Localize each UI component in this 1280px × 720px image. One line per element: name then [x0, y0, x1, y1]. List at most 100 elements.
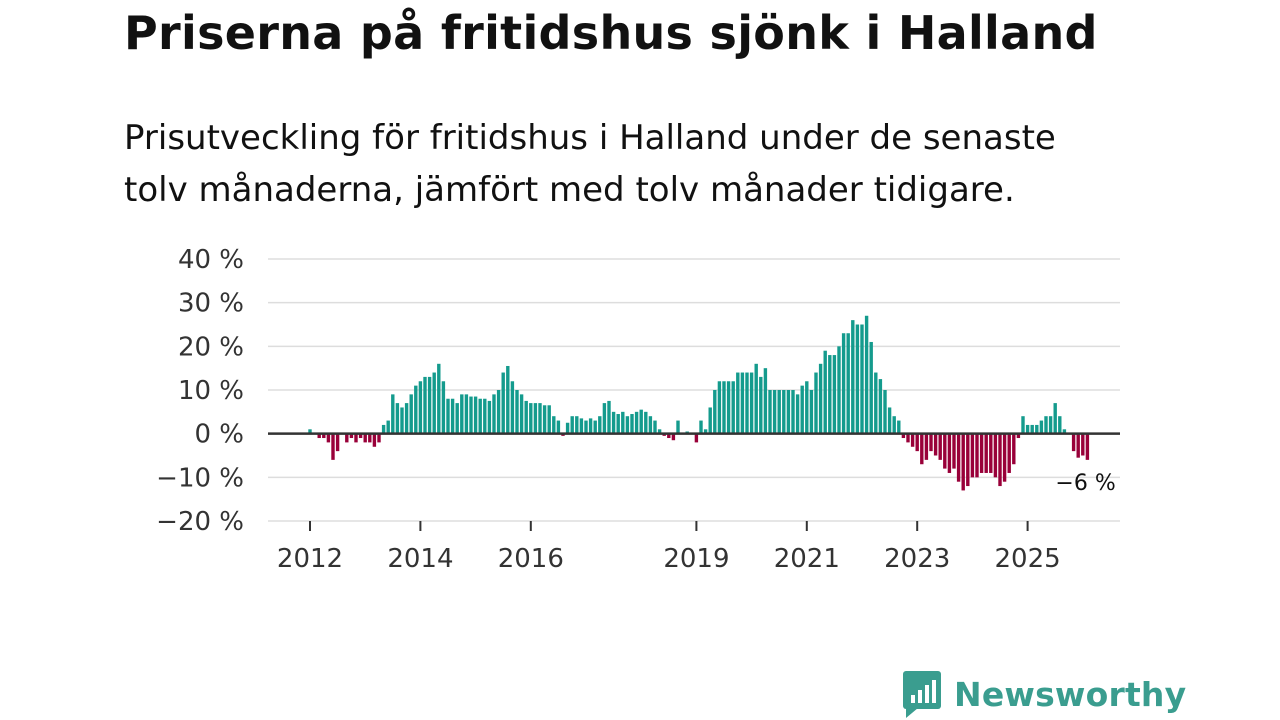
- bar: [805, 381, 809, 434]
- bar: [496, 390, 501, 434]
- y-tick-label: 30 %: [178, 289, 244, 319]
- bar: [846, 333, 850, 434]
- bar: [795, 394, 800, 434]
- bar: [565, 422, 570, 434]
- bar: [966, 433, 970, 487]
- y-tick-label: 0 %: [194, 420, 244, 450]
- bar: [754, 363, 758, 434]
- bar: [542, 405, 547, 434]
- brand-name: Newsworthy: [954, 674, 1187, 714]
- bar: [391, 394, 395, 434]
- bar: [1081, 433, 1085, 456]
- bar: [1035, 424, 1039, 434]
- bar: [317, 433, 321, 439]
- bar: [759, 376, 763, 434]
- bar: [478, 398, 482, 434]
- bar: [1025, 424, 1030, 434]
- bar: [818, 363, 823, 434]
- bar: [768, 390, 772, 434]
- bar: [694, 433, 699, 443]
- bar: [575, 416, 579, 434]
- bar: [611, 411, 616, 434]
- bar: [414, 385, 418, 434]
- bar: [501, 372, 505, 434]
- bar: [851, 320, 855, 434]
- bar: [1044, 416, 1048, 434]
- bar: [510, 381, 515, 434]
- chart-subtitle: Prisutveckling för fritidshus i Halland …: [124, 112, 1124, 216]
- bar: [956, 433, 961, 482]
- bar: [869, 341, 873, 434]
- subtitle-line-2: tolv månaderna, jämfört med tolv månader…: [124, 170, 1015, 210]
- bar: [437, 363, 441, 434]
- bar: [910, 433, 915, 447]
- bar: [473, 396, 478, 434]
- bar: [345, 433, 349, 443]
- bar: [1053, 403, 1057, 434]
- bar: [579, 418, 584, 434]
- bar: [924, 433, 929, 460]
- bar: [713, 390, 717, 434]
- bar: [460, 394, 464, 434]
- bar: [602, 403, 607, 434]
- bar: [874, 372, 878, 434]
- bar: [989, 433, 993, 473]
- x-tick-label: 2016: [498, 544, 564, 574]
- bar: [395, 403, 400, 434]
- bar: [929, 433, 933, 452]
- bar: [322, 433, 326, 439]
- bar: [368, 433, 372, 443]
- bar: [432, 372, 436, 434]
- bar: [906, 433, 910, 443]
- bar: [1085, 433, 1090, 460]
- bar: [552, 416, 556, 434]
- bar: [979, 433, 984, 473]
- bar: [418, 381, 423, 434]
- bar: [1076, 433, 1080, 458]
- bar: [786, 390, 791, 434]
- chart-title: Priserna på fritidshus sjönk i Halland: [124, 6, 1098, 60]
- bar: [800, 385, 804, 434]
- bar: [648, 416, 653, 434]
- bar: [386, 420, 390, 434]
- bar: [782, 390, 786, 434]
- bar: [901, 433, 906, 439]
- bar: [547, 405, 551, 434]
- bar: [883, 390, 887, 434]
- bar: [326, 433, 331, 443]
- bar: [1021, 416, 1025, 434]
- bar: [377, 433, 381, 443]
- bar: [423, 376, 427, 434]
- bar-chart-icon: [903, 671, 941, 718]
- bar: [519, 394, 524, 434]
- bar: [1016, 433, 1021, 439]
- bar: [1062, 429, 1067, 434]
- bar: [506, 365, 510, 434]
- bar: [823, 350, 827, 434]
- bar: [993, 433, 998, 478]
- labels: 40 % 30 % 20 % 10 % 0 % −10 % −20 % 2012 2014 201…: [156, 245, 1116, 574]
- bar: [708, 407, 712, 434]
- bar: [593, 420, 597, 434]
- bar: [653, 420, 657, 434]
- bar: [667, 433, 671, 439]
- bar: [1048, 416, 1053, 434]
- x-tick-label: 2012: [277, 544, 343, 574]
- bar: [731, 381, 735, 434]
- bar: [726, 381, 731, 434]
- bar: [598, 416, 602, 434]
- bar: [349, 433, 354, 439]
- bar: [763, 368, 768, 434]
- bar: [529, 403, 533, 434]
- bar: [335, 433, 340, 452]
- x-tick-label: 2021: [774, 544, 840, 574]
- bar: [961, 433, 965, 491]
- bar: [897, 420, 901, 434]
- bar: [1030, 424, 1034, 434]
- bar: [1058, 416, 1062, 434]
- bar: [998, 433, 1002, 487]
- brand-logo[interactable]: Newsworthy: [902, 670, 1186, 718]
- bar: [400, 407, 404, 434]
- bar: [372, 433, 377, 447]
- bar: [363, 433, 367, 443]
